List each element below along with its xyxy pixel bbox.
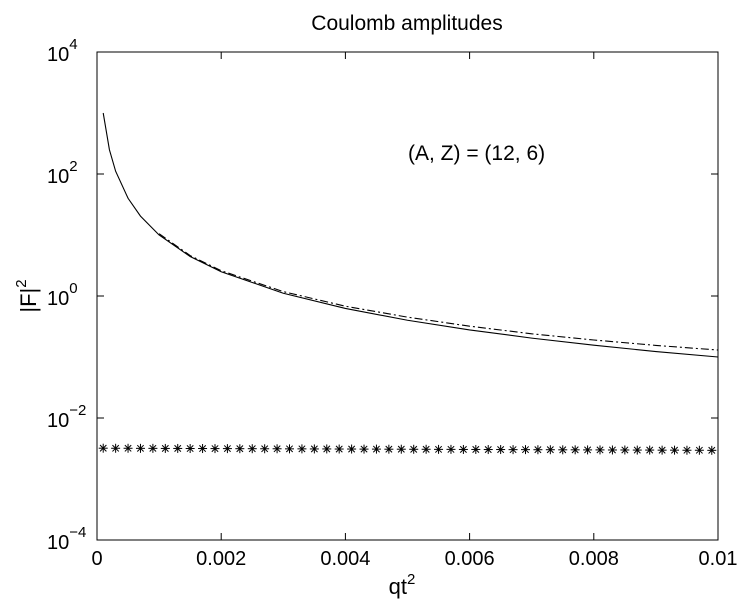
annotation-label: (A, Z) = (12, 6) (408, 142, 545, 165)
asterisk-marker (98, 443, 108, 453)
x-tick-labels: 0 0.002 0.004 0.006 0.008 0.01 (91, 548, 737, 570)
asterisk-marker (496, 445, 506, 455)
asterisk-marker (173, 443, 183, 453)
y-tick-label: 10−4 (47, 524, 86, 554)
series-asterisk-markers (98, 443, 717, 455)
asterisk-marker (607, 445, 617, 455)
asterisk-marker (446, 444, 456, 454)
asterisk-marker (558, 445, 568, 455)
x-tick-label: 0 (91, 548, 102, 570)
asterisk-marker (198, 444, 208, 454)
axis-ticks (96, 51, 719, 541)
asterisk-marker (682, 445, 692, 455)
y-tick-label: 100 (47, 280, 78, 310)
asterisk-marker (483, 445, 493, 455)
asterisk-marker (421, 444, 431, 454)
asterisk-marker (359, 444, 369, 454)
asterisk-marker (471, 444, 481, 454)
asterisk-marker (123, 443, 133, 453)
series-dashdot-line (158, 233, 719, 351)
asterisk-marker (285, 444, 295, 454)
asterisk-marker (297, 444, 307, 454)
asterisk-marker (409, 444, 419, 454)
asterisk-marker (620, 445, 630, 455)
x-axis-label: qt2 (389, 571, 416, 599)
y-tick-labels: 10−4 10−2 100 102 104 (47, 36, 86, 554)
asterisk-marker (235, 444, 245, 454)
y-tick-label: 10−2 (47, 402, 86, 432)
y-tick-label: 104 (47, 36, 78, 66)
asterisk-marker (670, 445, 680, 455)
asterisk-marker (707, 445, 717, 455)
asterisk-marker (160, 443, 170, 453)
asterisk-marker (272, 444, 282, 454)
asterisk-marker (111, 443, 121, 453)
asterisk-marker (632, 445, 642, 455)
asterisk-marker (135, 443, 145, 453)
asterisk-marker (583, 445, 593, 455)
asterisk-marker (458, 444, 468, 454)
series-solid-line (102, 112, 719, 358)
asterisk-marker (570, 445, 580, 455)
asterisk-marker (334, 444, 344, 454)
asterisk-marker (347, 444, 357, 454)
asterisk-marker (520, 445, 530, 455)
asterisk-marker (384, 444, 394, 454)
x-tick-label: 0.002 (196, 548, 246, 570)
asterisk-marker (657, 445, 667, 455)
asterisk-marker (309, 444, 319, 454)
chart-title: Coulomb amplitudes (311, 12, 502, 35)
y-axis-label-exponent: 2 (13, 279, 30, 287)
asterisk-marker (645, 445, 655, 455)
x-tick-label: 0.01 (699, 548, 738, 570)
asterisk-marker (508, 445, 518, 455)
asterisk-marker (210, 444, 220, 454)
x-tick-label: 0.006 (445, 548, 495, 570)
asterisk-marker (260, 444, 270, 454)
x-axis-label-exponent: 2 (407, 571, 415, 588)
asterisk-marker (533, 445, 543, 455)
asterisk-marker (222, 444, 232, 454)
asterisk-marker (371, 444, 381, 454)
asterisk-marker (595, 445, 605, 455)
asterisk-marker (148, 443, 158, 453)
x-tick-label: 0.008 (569, 548, 619, 570)
asterisk-marker (322, 444, 332, 454)
series-layer (98, 112, 719, 455)
asterisk-marker (185, 444, 195, 454)
x-tick-label: 0.004 (320, 548, 370, 570)
asterisk-marker (247, 444, 257, 454)
asterisk-marker (434, 444, 444, 454)
asterisk-marker (694, 445, 704, 455)
asterisk-marker (396, 444, 406, 454)
asterisk-marker (545, 445, 555, 455)
y-axis-label: |F|2 (13, 279, 41, 312)
y-tick-label: 102 (47, 158, 78, 188)
plot-area (96, 51, 719, 541)
